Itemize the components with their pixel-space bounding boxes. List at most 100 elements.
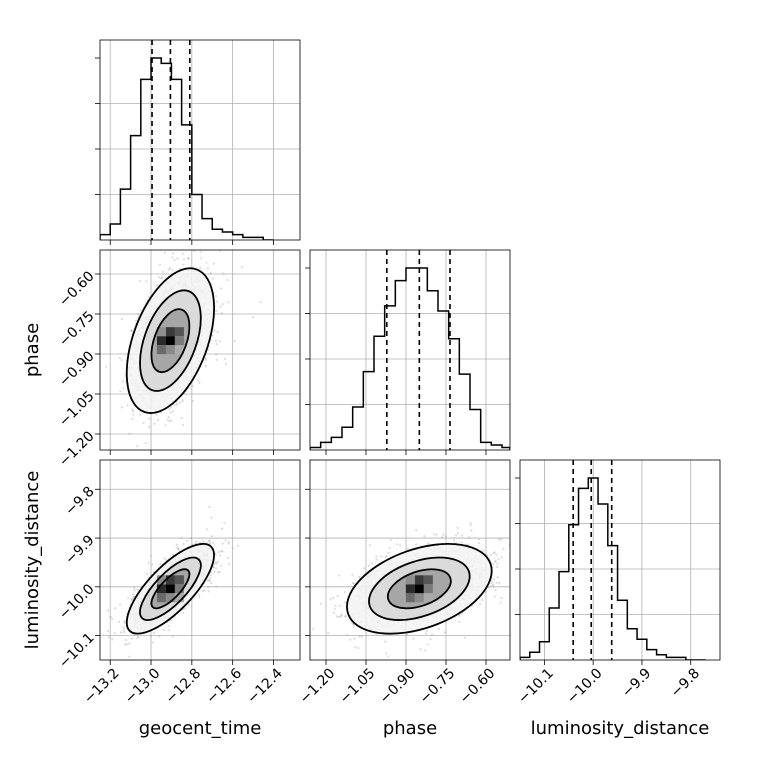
sample-point xyxy=(130,329,133,332)
sample-point xyxy=(412,637,415,640)
sample-point xyxy=(492,562,495,565)
sample-point xyxy=(553,556,555,558)
sample-point xyxy=(109,615,112,618)
sample-point xyxy=(216,331,219,334)
sample-point xyxy=(492,584,495,587)
sample-point xyxy=(444,535,448,538)
sample-point xyxy=(151,641,154,644)
sample-point xyxy=(228,562,231,566)
sample-point xyxy=(224,362,228,365)
sample-point xyxy=(487,586,490,589)
sample-point xyxy=(220,527,224,530)
sample-point xyxy=(175,403,178,406)
sample-point xyxy=(349,638,352,641)
sample-point xyxy=(430,633,434,636)
sample-point xyxy=(199,250,202,253)
sample-point xyxy=(130,329,133,332)
sample-point xyxy=(251,316,255,319)
sample-point xyxy=(335,615,338,618)
sample-point xyxy=(221,542,224,545)
sample-point xyxy=(478,538,481,541)
sample-point xyxy=(168,267,172,270)
sample-point xyxy=(126,404,129,407)
sample-point xyxy=(236,544,240,547)
sample-point xyxy=(218,554,222,557)
sample-point xyxy=(122,387,125,390)
sample-point xyxy=(220,564,223,567)
sample-point xyxy=(215,353,218,356)
sample-point xyxy=(457,532,460,535)
sample-point xyxy=(160,276,163,280)
sample-point xyxy=(208,576,211,580)
sample-point xyxy=(458,620,461,624)
xlabel-luminosity-distance: luminosity_distance xyxy=(531,718,710,739)
sample-point xyxy=(223,521,226,524)
sample-point xyxy=(177,547,180,550)
sample-point xyxy=(145,280,148,283)
sample-point xyxy=(121,380,124,383)
density-core-cell xyxy=(165,584,175,594)
sample-point xyxy=(200,257,203,260)
sample-point xyxy=(123,620,126,623)
sample-point xyxy=(132,596,135,599)
sample-point xyxy=(481,598,484,602)
sample-point xyxy=(331,596,335,600)
sample-point xyxy=(182,258,186,261)
sample-point xyxy=(187,257,190,260)
sample-point xyxy=(173,403,176,407)
sample-point xyxy=(209,574,213,577)
sample-point xyxy=(221,302,224,306)
sample-point xyxy=(499,538,503,541)
sample-point xyxy=(206,579,209,582)
sample-point xyxy=(206,267,210,270)
sample-point xyxy=(219,305,222,308)
sample-point xyxy=(470,529,473,532)
sample-point xyxy=(156,418,160,421)
sample-point xyxy=(128,642,131,645)
sample-point xyxy=(217,550,221,553)
sample-point xyxy=(182,263,185,266)
sample-point xyxy=(169,411,172,414)
sample-point xyxy=(424,649,427,652)
sample-point xyxy=(208,579,211,582)
density-core-cell xyxy=(174,327,184,337)
sample-point xyxy=(352,624,355,628)
sample-point xyxy=(168,408,171,411)
sample-point xyxy=(496,565,499,569)
density-core-cell xyxy=(156,327,166,337)
sample-point xyxy=(136,636,139,639)
sample-point xyxy=(181,398,184,402)
sample-point xyxy=(170,419,173,422)
sample-point xyxy=(332,611,335,614)
sample-point xyxy=(415,529,418,532)
sample-point xyxy=(139,279,142,283)
sample-point xyxy=(158,263,162,266)
sample-point xyxy=(215,358,218,361)
sample-point xyxy=(155,413,158,416)
sample-point xyxy=(198,595,201,598)
sample-point xyxy=(176,546,179,549)
sample-point xyxy=(171,256,174,259)
sample-point xyxy=(227,542,230,545)
sample-point xyxy=(207,540,211,543)
sample-point xyxy=(136,588,139,591)
sample-point xyxy=(136,635,140,638)
sample-point xyxy=(227,301,230,304)
sample-point xyxy=(500,556,503,559)
sample-point xyxy=(210,581,213,585)
sample-point xyxy=(512,591,514,593)
sample-point xyxy=(191,384,194,388)
sample-point xyxy=(159,562,162,566)
density-core-cell xyxy=(165,327,175,337)
sample-point xyxy=(490,582,494,585)
sample-point xyxy=(131,593,134,596)
sample-point xyxy=(205,261,208,264)
sample-point xyxy=(130,598,133,602)
sample-point xyxy=(197,593,200,596)
sample-point xyxy=(182,542,185,545)
density-core-cell xyxy=(165,575,175,585)
density-core-cell xyxy=(165,593,175,603)
sample-point xyxy=(171,410,174,413)
sample-point xyxy=(194,247,196,249)
